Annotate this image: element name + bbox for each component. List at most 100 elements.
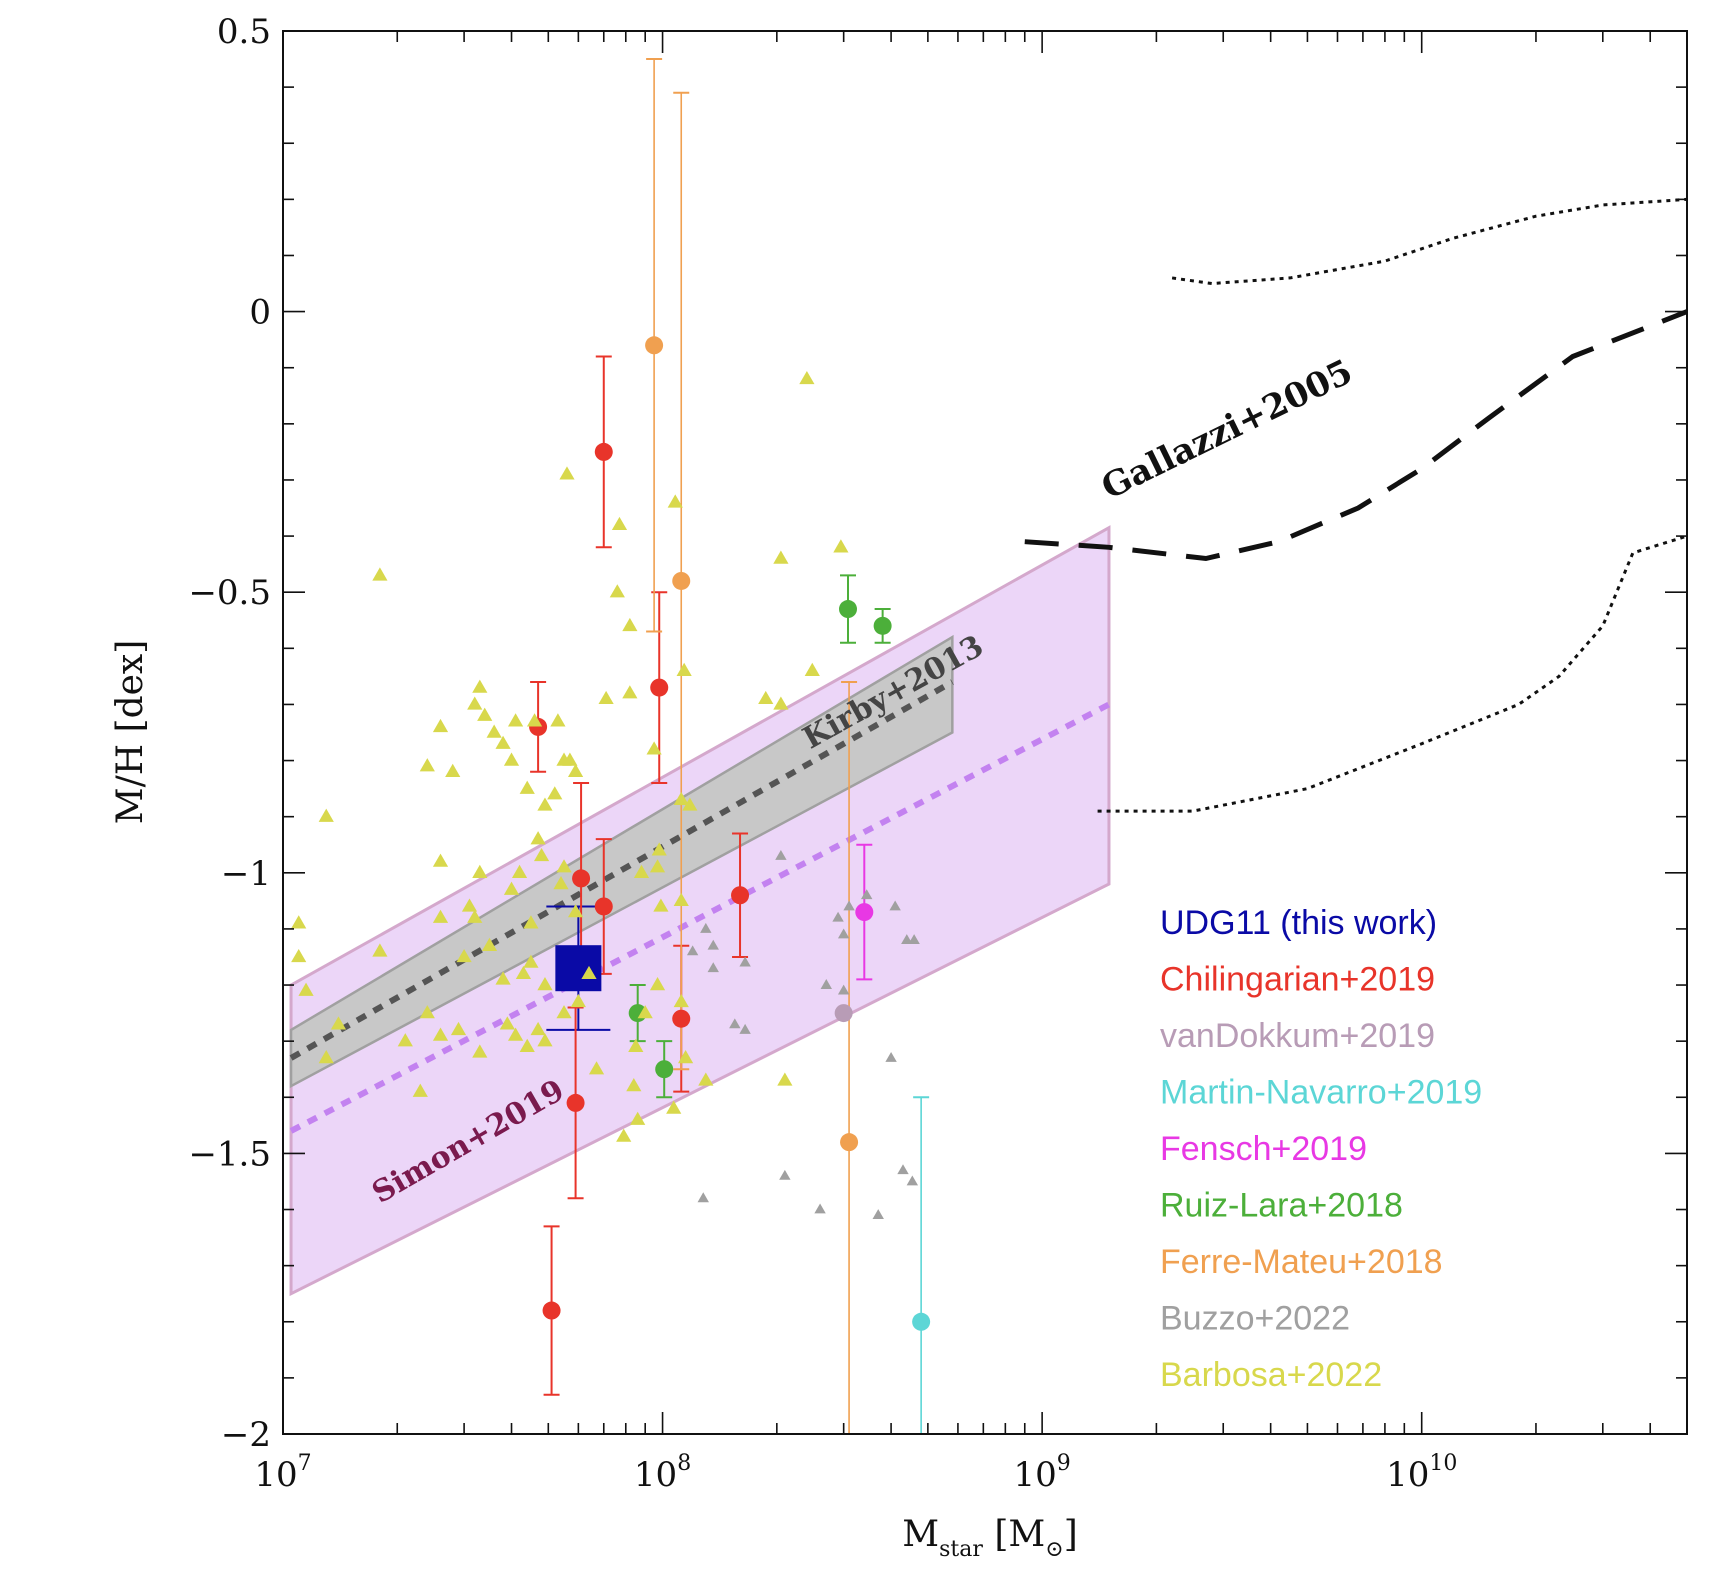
point-barbosa-2022-85	[626, 1078, 642, 1092]
point-chilingarian-2019-8	[542, 1301, 561, 1320]
point-barbosa-2022-74	[472, 1044, 488, 1058]
point-barbosa-2022-84	[678, 1049, 694, 1064]
point-barbosa-2022-20	[495, 735, 511, 749]
y-tick-label: −2	[221, 1415, 271, 1455]
point-barbosa-2022-19	[486, 724, 502, 738]
point-barbosa-2022-86	[698, 1072, 714, 1086]
point-barbosa-2022-82	[628, 1038, 644, 1052]
point-barbosa-2022-55	[291, 915, 307, 929]
point-barbosa-2022-56	[291, 948, 307, 963]
point-barbosa-2022-88	[666, 1100, 682, 1114]
point-barbosa-2022-16	[467, 696, 483, 710]
point-barbosa-2022-9	[676, 662, 692, 676]
point-barbosa-2022-62	[523, 954, 539, 968]
point-barbosa-2022-54	[673, 892, 689, 907]
point-barbosa-2022-30	[537, 797, 553, 811]
point-barbosa-2022-47	[467, 909, 483, 923]
point-chilingarian-2019-0	[594, 442, 613, 461]
point-buzzo-2022-21	[872, 1209, 884, 1220]
point-ferre-mateu-2018-0	[645, 336, 664, 355]
point-barbosa-2022-76	[507, 1027, 524, 1041]
point-barbosa-2022-57	[372, 943, 388, 957]
point-chilingarian-2019-7	[566, 1093, 585, 1112]
point-ferre-mateu-2018-2	[840, 1133, 859, 1152]
point-barbosa-2022-34	[530, 831, 546, 845]
point-buzzo-2022-1	[707, 939, 719, 950]
legend-item-barbosa-2022: Barbosa+2022	[1160, 1356, 1382, 1394]
point-buzzo-2022-22	[897, 1164, 909, 1175]
point-buzzo-2022-7	[837, 928, 850, 939]
legend-item-buzzo-2022: Buzzo+2022	[1160, 1300, 1350, 1338]
point-barbosa-2022-61	[515, 965, 532, 980]
y-tick-label: 0	[249, 293, 271, 333]
point-barbosa-2022-1	[559, 466, 575, 480]
legend-item-martin-navarro-2019: Martin-Navarro+2019	[1160, 1074, 1482, 1112]
point-barbosa-2022-3	[611, 516, 628, 531]
point-barbosa-2022-29	[519, 780, 535, 794]
point-barbosa-2022-7	[609, 584, 625, 598]
point-barbosa-2022-66	[649, 977, 666, 991]
point-barbosa-2022-17	[477, 707, 493, 721]
point-ruiz-lara-2018-1	[873, 616, 892, 635]
point-barbosa-2022-28	[503, 752, 520, 766]
point-barbosa-2022-23	[550, 713, 566, 727]
point-barbosa-2022-69	[330, 1016, 347, 1030]
point-barbosa-2022-36	[472, 864, 488, 878]
point-buzzo-2022-8	[843, 900, 855, 911]
point-barbosa-2022-14	[773, 696, 789, 710]
y-tick-label: −1	[221, 854, 271, 894]
point-barbosa-2022-8	[622, 617, 638, 632]
point-martin-navarro-2019-0	[912, 1312, 931, 1331]
point-barbosa-2022-35	[432, 853, 449, 867]
point-barbosa-2022-67	[673, 993, 689, 1008]
point-barbosa-2022-46	[461, 898, 478, 912]
legend-item-chilingarian-2019: Chilingarian+2019	[1160, 961, 1435, 999]
point-barbosa-2022-32	[567, 763, 584, 777]
point-barbosa-2022-89	[630, 1111, 646, 1125]
point-barbosa-2022-22	[526, 713, 543, 727]
point-barbosa-2022-0	[799, 370, 815, 385]
point-barbosa-2022-81	[318, 1049, 334, 1064]
point-barbosa-2022-90	[616, 1128, 632, 1142]
point-buzzo-2022-23	[906, 1175, 919, 1186]
band-kirby-2013	[289, 634, 954, 1089]
legend-item-ferre-mateu-2018: Ferre-Mateu+2018	[1160, 1243, 1443, 1281]
y-tick-label: −0.5	[188, 573, 271, 613]
point-buzzo-2022-16	[729, 1018, 741, 1029]
point-barbosa-2022-68	[298, 982, 314, 996]
point-barbosa-2022-91	[588, 1061, 605, 1075]
legend-item-ruiz-lara-2018: Ruiz-Lara+2018	[1160, 1187, 1403, 1225]
point-chilingarian-2019-3	[572, 869, 591, 888]
y-tick-label: 0.5	[217, 12, 271, 52]
x-axis-title: Mstar [M⊙]	[902, 1514, 1077, 1562]
point-barbosa-2022-10	[804, 662, 820, 676]
point-barbosa-2022-40	[646, 741, 662, 755]
point-barbosa-2022-64	[570, 993, 586, 1008]
line-simon-2019-relation	[289, 701, 1111, 1134]
point-barbosa-2022-92	[412, 1083, 428, 1097]
point-barbosa-2022-78	[530, 1021, 546, 1036]
point-barbosa-2022-12	[598, 690, 614, 705]
point-barbosa-2022-48	[432, 909, 449, 923]
point-ferre-mateu-2018-1	[672, 571, 691, 590]
point-barbosa-2022-33	[318, 808, 334, 822]
point-chilingarian-2019-2	[650, 678, 669, 697]
legend-item-vandokkum-2019: vanDokkum+2019	[1160, 1017, 1435, 1055]
point-barbosa-2022-77	[519, 1038, 535, 1052]
point-barbosa-2022-39	[556, 859, 572, 873]
point-barbosa-2022-37	[511, 864, 528, 878]
point-barbosa-2022-87	[777, 1072, 793, 1086]
point-buzzo-2022-20	[814, 1203, 826, 1214]
point-barbosa-2022-15	[472, 679, 488, 693]
point-fensch-2019-0	[855, 903, 874, 922]
point-barbosa-2022-25	[556, 752, 572, 766]
point-barbosa-2022-49	[503, 881, 520, 895]
x-tick-label: 1010	[1386, 1451, 1457, 1495]
point-buzzo-2022-24	[697, 1192, 709, 1203]
point-barbosa-2022-41	[649, 859, 666, 873]
point-buzzo-2022-0	[700, 922, 712, 933]
y-axis-title: M/H [dex]	[110, 640, 151, 825]
point-barbosa-2022-53	[653, 898, 669, 912]
